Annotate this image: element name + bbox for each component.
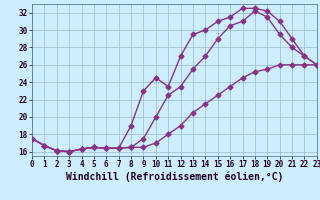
X-axis label: Windchill (Refroidissement éolien,°C): Windchill (Refroidissement éolien,°C) (66, 172, 283, 182)
